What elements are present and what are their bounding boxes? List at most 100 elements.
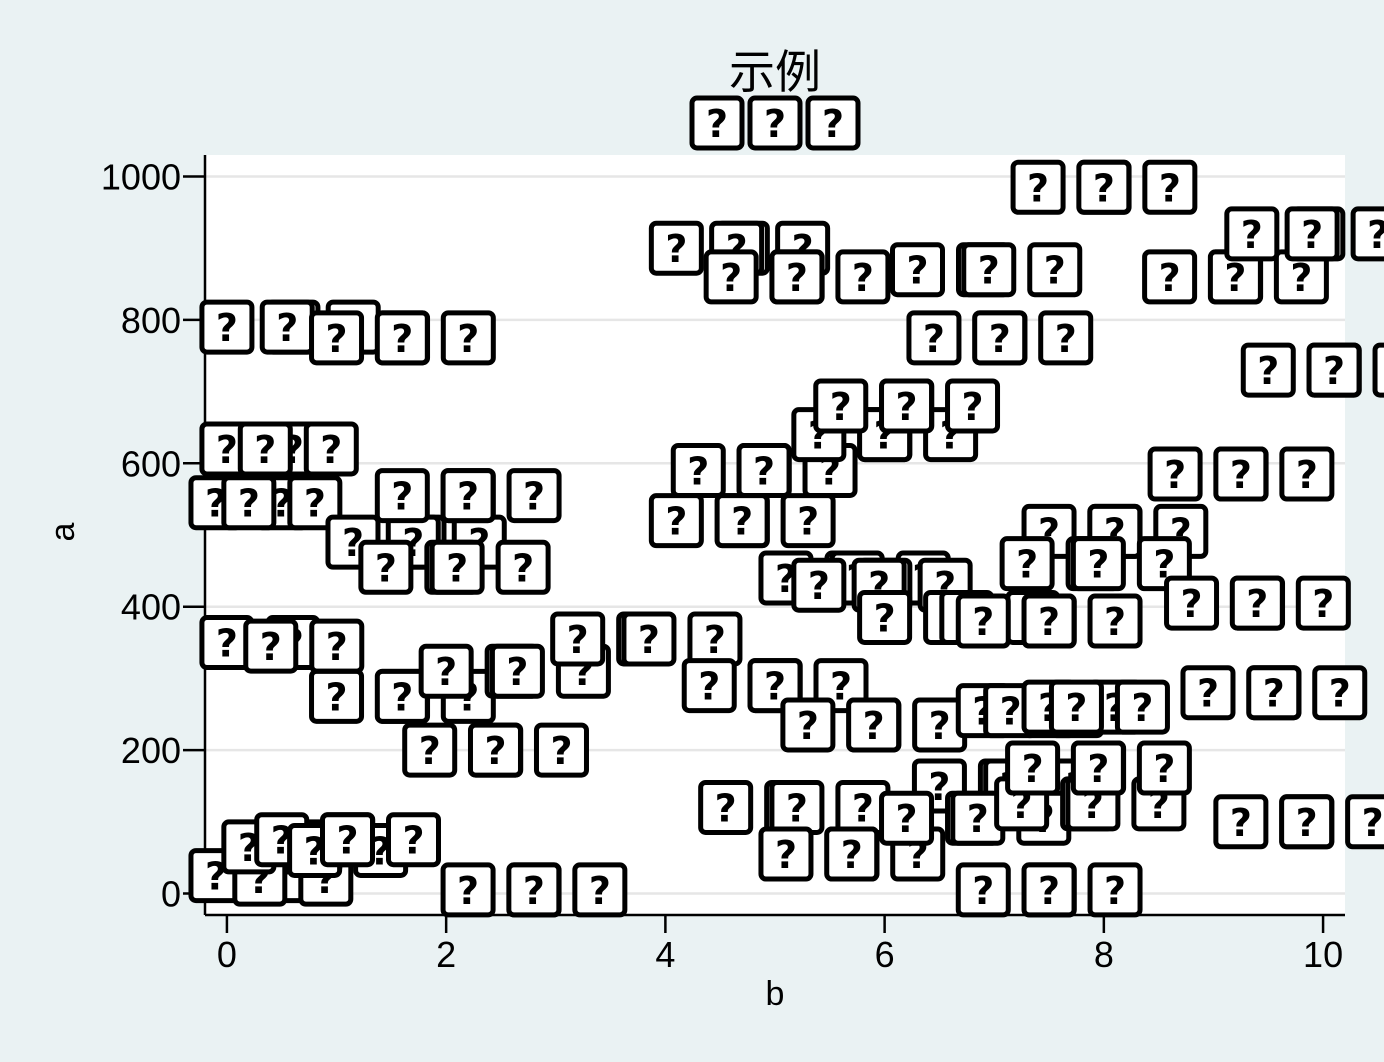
data-point: ?? bbox=[1279, 794, 1384, 850]
marker-box bbox=[955, 862, 1011, 918]
marker-glyph: ? bbox=[1104, 869, 1126, 913]
marker-glyph: ? bbox=[1022, 747, 1044, 791]
point-marker: ? bbox=[467, 722, 523, 778]
marker-box bbox=[1213, 446, 1269, 502]
point-marker: ? bbox=[1010, 159, 1066, 215]
marker-glyph: ? bbox=[391, 675, 413, 719]
marker-glyph: ? bbox=[260, 625, 282, 669]
marker-glyph: ? bbox=[1329, 672, 1351, 716]
marker-glyph: ? bbox=[1362, 801, 1384, 845]
y-ticks: 0 200 400 600 800 1000 bbox=[101, 157, 205, 914]
marker-glyph: ? bbox=[830, 385, 852, 429]
marker-box bbox=[243, 618, 299, 674]
marker-glyph: ? bbox=[1230, 801, 1252, 845]
marker-glyph: ? bbox=[1224, 256, 1246, 300]
marker-glyph: ? bbox=[923, 317, 945, 361]
marker-box bbox=[1284, 206, 1340, 262]
marker-glyph: ? bbox=[1367, 213, 1384, 257]
marker-glyph: ? bbox=[638, 618, 660, 662]
point-marker: ? bbox=[1147, 446, 1203, 502]
marker-glyph: ? bbox=[786, 786, 808, 830]
marker-box bbox=[1087, 862, 1143, 918]
marker-box bbox=[303, 421, 359, 477]
point-marker: ? bbox=[758, 826, 814, 882]
point-marker: ? bbox=[945, 378, 1001, 434]
point-marker: ? bbox=[906, 310, 962, 366]
point-marker: ? bbox=[621, 611, 677, 667]
marker-box bbox=[1180, 665, 1236, 721]
point-marker: ? bbox=[780, 697, 836, 753]
y-tick-label: 0 bbox=[161, 873, 181, 914]
point-marker: ? bbox=[1306, 342, 1362, 398]
data-point: ?? bbox=[440, 468, 562, 524]
marker-box bbox=[703, 249, 759, 305]
marker-box bbox=[287, 475, 343, 531]
marker-glyph: ? bbox=[523, 869, 545, 913]
x-tick-label: 8 bbox=[1094, 934, 1114, 975]
data-point: ?? bbox=[972, 310, 1094, 366]
data-point: ?? bbox=[621, 611, 743, 667]
marker-glyph: ? bbox=[1301, 213, 1323, 257]
marker-box bbox=[835, 249, 891, 305]
marker-glyph: ? bbox=[1323, 349, 1345, 393]
marker-box bbox=[320, 812, 375, 868]
point-marker: ? bbox=[440, 468, 496, 524]
point-marker: ? bbox=[1005, 740, 1061, 796]
marker-glyph: ? bbox=[753, 449, 775, 493]
marker-glyph: ? bbox=[896, 385, 918, 429]
marker-box bbox=[1240, 342, 1296, 398]
marker-glyph: ? bbox=[852, 256, 874, 300]
marker-box bbox=[681, 658, 737, 714]
point-marker: ? bbox=[1021, 593, 1077, 649]
point-marker: ? bbox=[1087, 862, 1143, 918]
marker-box bbox=[533, 722, 589, 778]
y-tick-label: 800 bbox=[121, 300, 181, 341]
point-marker: ? bbox=[824, 826, 880, 882]
marker-glyph: ? bbox=[1000, 690, 1022, 734]
point-marker: ? bbox=[489, 643, 545, 699]
marker-glyph: ? bbox=[967, 797, 989, 841]
marker-glyph: ? bbox=[216, 306, 238, 350]
point-marker: ? bbox=[440, 862, 496, 918]
marker-box bbox=[1070, 536, 1126, 592]
point-marker: ? bbox=[1076, 159, 1132, 215]
point-marker: ? bbox=[780, 493, 836, 549]
point-marker: ? bbox=[879, 790, 935, 846]
marker-glyph: ? bbox=[706, 102, 728, 146]
marker-box bbox=[221, 475, 277, 531]
marker-box bbox=[1005, 740, 1061, 796]
marker-box bbox=[1295, 575, 1351, 631]
point-marker: ? bbox=[698, 779, 754, 835]
point-marker: ? bbox=[681, 658, 737, 714]
marker-box bbox=[906, 310, 962, 366]
marker-box bbox=[1114, 679, 1170, 735]
marker-box bbox=[1246, 665, 1302, 721]
marker-glyph: ? bbox=[1153, 747, 1175, 791]
point-marker: ? bbox=[813, 378, 869, 434]
subtitle-glyph: ? bbox=[689, 95, 745, 151]
data-point: ?? bbox=[714, 493, 836, 549]
marker-glyph: ? bbox=[715, 786, 737, 830]
point-marker: ? bbox=[769, 779, 825, 835]
marker-box bbox=[1279, 794, 1335, 850]
marker-box bbox=[698, 779, 754, 835]
point-marker: ? bbox=[287, 475, 343, 531]
x-tick-label: 6 bbox=[875, 934, 895, 975]
marker-glyph: ? bbox=[764, 102, 786, 146]
marker-glyph: ? bbox=[457, 869, 479, 913]
marker-box bbox=[1147, 446, 1203, 502]
data-point: ?? bbox=[1229, 575, 1351, 631]
point-marker: ? bbox=[1021, 862, 1077, 918]
point-marker: ? bbox=[418, 643, 474, 699]
point-marker: ? bbox=[703, 249, 759, 305]
point-marker: ? bbox=[1038, 310, 1094, 366]
marker-box bbox=[1070, 740, 1126, 796]
marker-box bbox=[358, 539, 414, 595]
point-marker: ? bbox=[835, 249, 891, 305]
marker-glyph: ? bbox=[419, 729, 441, 773]
marker-box bbox=[1213, 794, 1269, 850]
point-marker: ? bbox=[879, 378, 935, 434]
marker-glyph: ? bbox=[1038, 869, 1060, 913]
marker-box bbox=[648, 493, 704, 549]
